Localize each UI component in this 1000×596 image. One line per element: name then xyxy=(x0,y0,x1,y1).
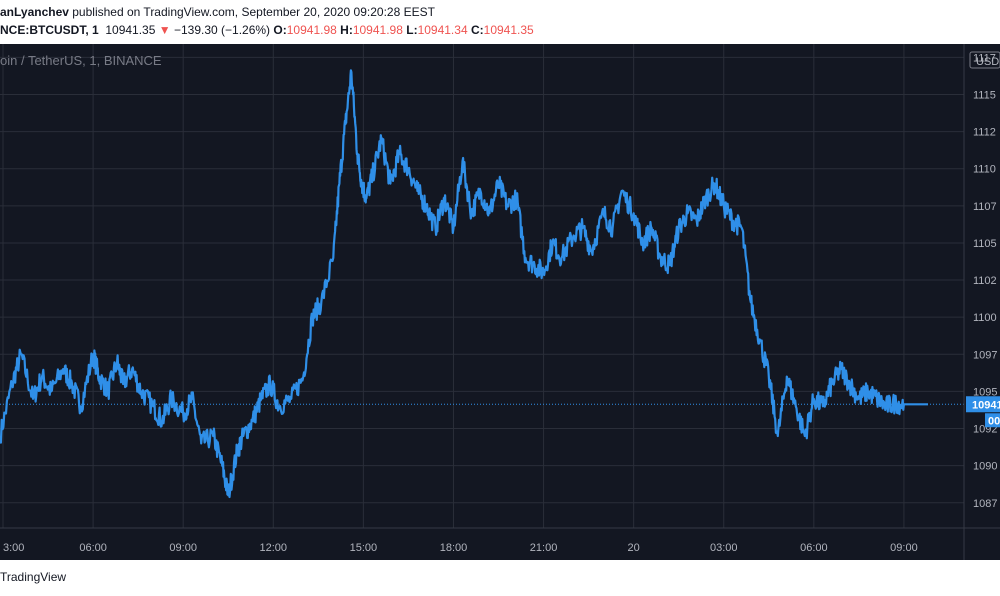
series-line[interactable] xyxy=(0,69,929,499)
y-axis[interactable]: 1117 1115 1112 1110 1107 1105 1102 1100 1097 1095… xyxy=(963,44,997,560)
footer: TradingView xyxy=(0,560,1000,596)
publish-header: anLyanchev published on TradingView.com,… xyxy=(0,0,1000,44)
x-tick-label: 03:00 xyxy=(710,542,738,554)
down-arrow-icon: ▼ xyxy=(158,23,171,37)
chart-title: oin / TetherUS, 1, BINANCE xyxy=(0,53,162,68)
x-axis[interactable]: 3:00 06:00 09:00 12:00 15:00 18:00 21:00 20 03:0… xyxy=(0,527,1000,554)
x-tick-label: 12:00 xyxy=(260,542,288,554)
y-tick-label: 1100 xyxy=(973,312,997,324)
price-change: −139.30 (−1.26%) xyxy=(173,23,271,37)
currency-badge-frame xyxy=(969,51,1000,69)
footer-brand[interactable]: TradingView xyxy=(0,570,67,584)
symbol-label: NCE:BTCUSDT, 1 xyxy=(0,23,99,37)
y-tick-label: 1110 xyxy=(973,164,996,176)
open-value: 10941.98 xyxy=(286,23,337,37)
currency-badge[interactable]: USD xyxy=(969,51,1000,69)
y-tick-label: 1117 xyxy=(973,52,996,64)
x-tick-label: 09:00 xyxy=(890,542,918,554)
y-tick-label: 1105 xyxy=(973,238,997,250)
x-tick-label: 21:00 xyxy=(530,542,558,554)
publisher-name[interactable]: anLyanchev xyxy=(0,5,69,19)
price-chart[interactable]: oin / TetherUS, 1, BINANCE 1117111511121… xyxy=(0,44,1000,560)
last-price-badge-sub-box xyxy=(985,413,1000,428)
high-label: H: xyxy=(340,23,353,37)
close-value: 10941.35 xyxy=(483,23,534,37)
low-label: L: xyxy=(406,23,418,37)
publish-info: anLyanchev published on TradingView.com,… xyxy=(0,5,435,19)
x-tick-label: 15:00 xyxy=(350,542,378,554)
close-label: C: xyxy=(470,23,484,37)
symbol-info: NCE:BTCUSDT, 1 10941.35 ▼ −139.30 (−1.26… xyxy=(0,23,534,37)
x-tick-label: 20 xyxy=(628,542,640,554)
y-tick-label: 1095 xyxy=(973,386,997,398)
last-price-badge-box xyxy=(966,396,1000,413)
chart-area[interactable]: oin / TetherUS, 1, BINANCE 1117 1115 1112 1… xyxy=(0,44,1000,560)
last-price: 10941.35 xyxy=(105,23,156,37)
high-value: 10941.98 xyxy=(352,23,403,37)
x-tick-label: 18:00 xyxy=(440,542,468,554)
low-value: 10941.34 xyxy=(417,23,468,37)
x-tick-label: 09:00 xyxy=(169,542,197,554)
currency-label: USD xyxy=(976,56,999,68)
last-price-badge: 10941 00 xyxy=(966,396,1000,428)
x-tick-label: 06:00 xyxy=(79,542,107,554)
y-tick-label: 1115 xyxy=(973,89,996,101)
y-tick-label: 1107 xyxy=(973,201,997,213)
y-tick-label: 1102 xyxy=(973,275,997,287)
y-tick-label: 1090 xyxy=(973,461,997,473)
grid-lines xyxy=(0,44,964,528)
x-tick-label: 06:00 xyxy=(800,542,828,554)
y-tick-label: 1087 xyxy=(973,498,997,510)
y-tick-label: 1112 xyxy=(973,127,996,139)
last-price-badge-value: 10941 xyxy=(972,399,1000,411)
last-price-badge-sub: 00 xyxy=(988,415,1000,427)
published-text: published on TradingView.com, September … xyxy=(68,5,435,19)
y-tick-label: 1097 xyxy=(973,349,997,361)
x-tick-label: 3:00 xyxy=(3,542,24,554)
open-label: O: xyxy=(273,23,287,37)
